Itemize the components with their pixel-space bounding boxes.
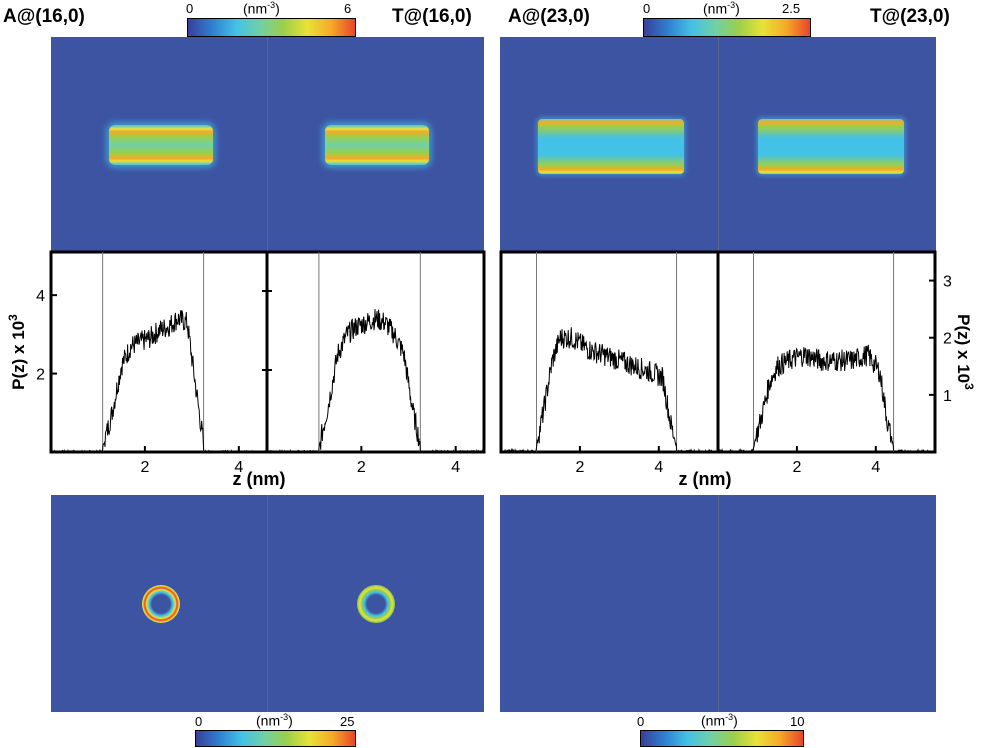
x-tick-label: 2 <box>792 459 801 476</box>
colorbar-bottom-right <box>640 730 804 747</box>
colorbar-unit-label: (nm-3) <box>703 0 740 17</box>
colorbar-max-label: 25 <box>340 714 355 729</box>
colorbar-unit-label: (nm-3) <box>701 712 738 729</box>
y-axis-title-right: P(z) x 103 <box>954 314 976 390</box>
colorbar-unit-label: (nm-3) <box>256 712 293 729</box>
density-map-top-right <box>500 37 936 251</box>
colorbar-min-label: 0 <box>637 714 645 729</box>
colorbar-bottom-left <box>195 730 356 747</box>
map-divider <box>718 37 719 251</box>
probability-series <box>50 309 267 454</box>
x-tick-label: 2 <box>357 459 366 476</box>
y-tick-label: 4 <box>36 288 45 305</box>
plot-frame <box>49 250 269 454</box>
colorbar-max-label: 10 <box>790 714 805 729</box>
x-tick-label: 2 <box>575 459 584 476</box>
plot-frame <box>716 250 937 454</box>
colorbar-min-label: 0 <box>643 1 651 16</box>
density-band-a23 <box>538 119 684 174</box>
map-divider <box>718 495 719 712</box>
x-axis-title: z (nm) <box>233 469 286 489</box>
density-band-t16 <box>325 125 429 165</box>
probability-series <box>266 309 484 454</box>
probability-series <box>718 344 935 454</box>
colorbar-gradient <box>641 731 803 746</box>
map-divider <box>267 37 268 251</box>
map-divider <box>267 495 268 712</box>
density-ring-a23 <box>578 573 640 635</box>
x-axis-title: z (nm) <box>679 469 732 489</box>
colorbar-min-label: 0 <box>186 1 194 16</box>
density-ring-t16 <box>357 585 395 623</box>
plot-frame <box>265 250 486 454</box>
panel-label-a16: A@(16,0) <box>3 6 85 27</box>
y-tick-label: 1 <box>943 388 952 405</box>
colorbar-top-left <box>187 18 356 37</box>
panel-label-t23: T@(23,0) <box>870 6 950 27</box>
density-band-a16 <box>109 125 213 165</box>
probability-series <box>501 327 718 454</box>
panel-label-a23: A@(23,0) <box>508 6 590 27</box>
x-tick-label: 2 <box>140 459 149 476</box>
density-map-top-left <box>51 37 484 251</box>
colorbar-gradient <box>644 19 810 36</box>
colorbar-max-label: 2.5 <box>782 1 801 16</box>
colorbar-min-label: 0 <box>195 714 203 729</box>
y-axis-title-left: P(z) x 103 <box>6 314 28 390</box>
y-tick-label: 2 <box>943 331 952 348</box>
density-ring-a16 <box>142 585 180 623</box>
x-tick-label: 4 <box>871 459 880 476</box>
density-band-t23 <box>758 119 904 174</box>
x-tick-label: 4 <box>234 459 243 476</box>
colorbar-unit-label: (nm-3) <box>243 0 280 17</box>
y-tick-label: 2 <box>36 367 45 384</box>
colorbar-gradient <box>196 731 355 746</box>
y-tick-label: 3 <box>943 274 952 291</box>
density-map-bottom-left <box>51 495 484 712</box>
density-map-bottom-right <box>500 495 936 712</box>
density-ring-t23 <box>797 573 859 635</box>
x-tick-label: 4 <box>451 459 460 476</box>
colorbar-max-label: 6 <box>344 1 352 16</box>
x-tick-label: 4 <box>654 459 663 476</box>
colorbar-gradient <box>188 19 355 36</box>
colorbar-top-right <box>643 18 811 37</box>
panel-label-t16: T@(16,0) <box>392 6 472 27</box>
